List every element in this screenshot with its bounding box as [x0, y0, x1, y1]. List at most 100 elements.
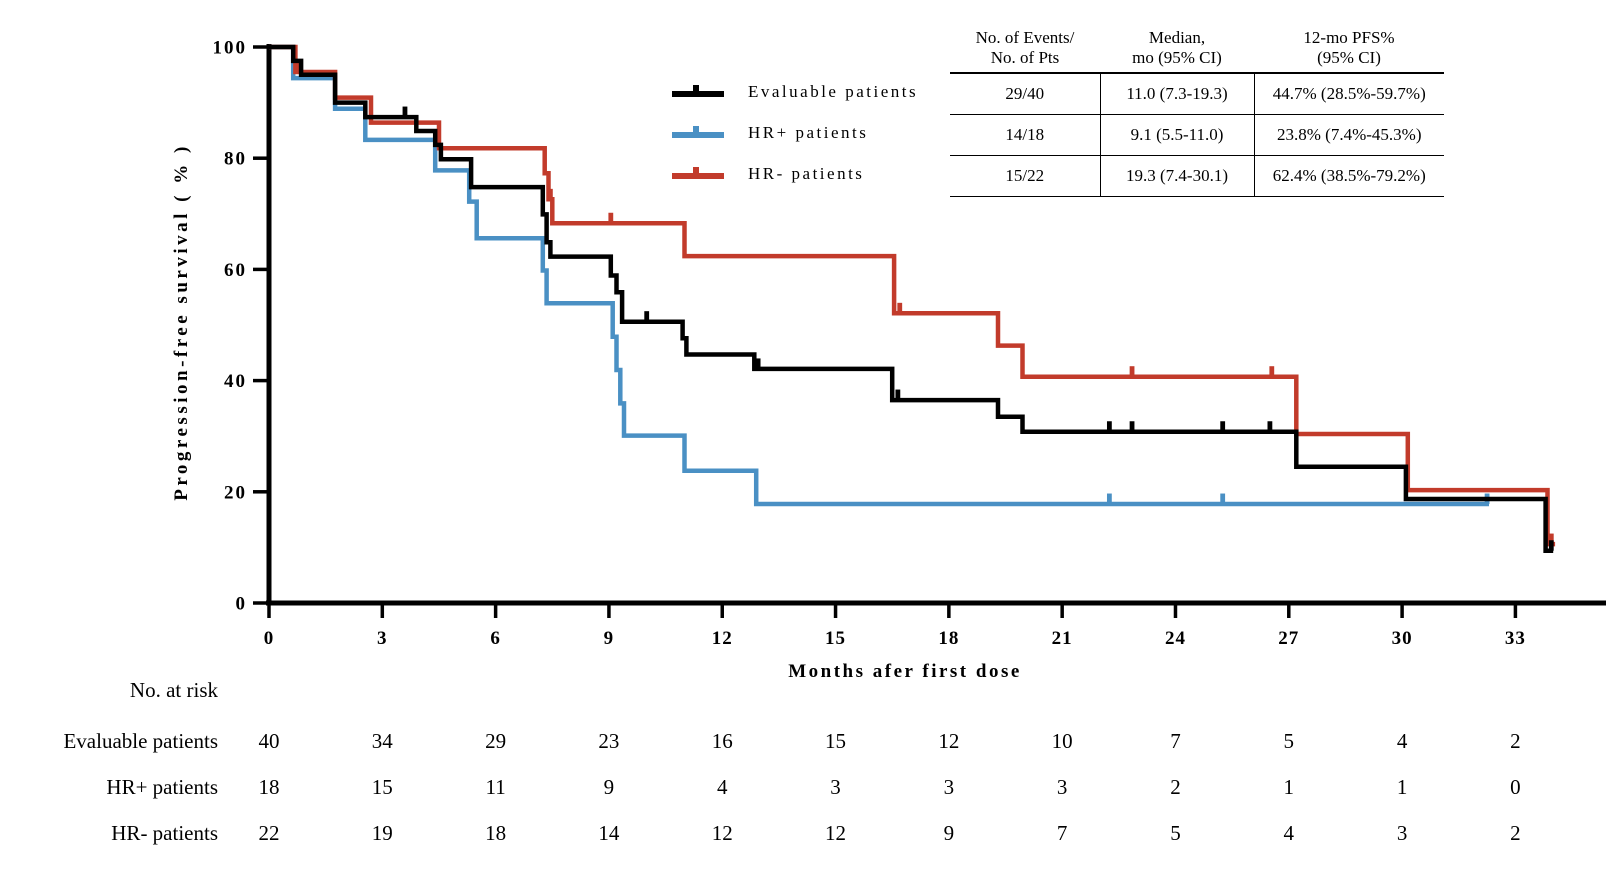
stats-hr-minus-median: 19.3 (7.4-30.1) [1099, 155, 1254, 197]
censor-tick-evaluable-patients [1106, 421, 1112, 432]
legend-item-hr-minus: HR- patients [672, 153, 918, 194]
stats-header-row: No. of Events/ No. of Pts Median, mo (95… [950, 24, 1444, 74]
legend-item-hr-plus: HR+ patients [672, 112, 918, 153]
risk-count-evaluable-patients-m21: 10 [1051, 729, 1073, 753]
risk-count-hr-patients-m18: 9 [943, 821, 955, 845]
stats-header-events-line2: No. of Pts [990, 48, 1060, 67]
x-tick-label-27: 27 [1278, 628, 1299, 649]
risk-table-title: No. at risk [129, 678, 218, 702]
risk-count-evaluable-patients-m18: 12 [938, 729, 960, 753]
risk-count-hr-patients-m24: 2 [1170, 775, 1181, 799]
risk-count-hr-patients-m3: 19 [371, 821, 393, 845]
km-curve-evaluable-patients [269, 44, 1554, 553]
risk-count-hr-patients-m27: 1 [1283, 775, 1295, 799]
stats-row-evaluable: 29/40 11.0 (7.3-19.3) 44.7% (28.5%-59.7%… [950, 73, 1444, 115]
censor-tick-evaluable-patients [1129, 421, 1135, 432]
risk-count-hr-patients-m0: 18 [258, 775, 280, 799]
stats-table: No. of Events/ No. of Pts Median, mo (95… [950, 24, 1444, 197]
risk-count-evaluable-patients-m30: 4 [1396, 729, 1408, 753]
stats-header-pfs-line2: (95% CI) [1317, 48, 1381, 67]
risk-count-hr-patients-m15: 3 [830, 775, 841, 799]
km-curve-hr-patients [269, 44, 1556, 547]
y-tick-label-20: 20 [224, 482, 247, 503]
risk-count-hr-patients-m12: 12 [711, 821, 733, 845]
stats-evaluable-pfs12: 44.7% (28.5%-59.7%) [1253, 73, 1444, 115]
x-tick-label-6: 6 [490, 628, 501, 649]
stats-header-events-line1: No. of Events/ [975, 28, 1075, 47]
legend: Evaluable patients HR+ patients HR- pati… [672, 71, 918, 194]
legend-label-hr-plus: HR+ patients [748, 122, 869, 142]
censor-tick-hr-patients [1548, 533, 1554, 545]
risk-count-evaluable-patients-m3: 34 [371, 729, 393, 753]
hr-plus-line-marker-icon [672, 125, 724, 138]
stats-header-median-line2: mo (95% CI) [1132, 48, 1222, 67]
censor-tick-evaluable-patients [895, 389, 901, 401]
x-tick-label-24: 24 [1165, 628, 1186, 649]
x-tick-label-3: 3 [377, 628, 388, 649]
risk-count-hr-patients-m33: 0 [1510, 775, 1521, 799]
risk-count-hr-patients-m6: 11 [485, 775, 506, 799]
censor-tick-evaluable-patients [402, 106, 408, 118]
legend-label-evaluable: Evaluable patients [748, 81, 919, 101]
x-tick-label-33: 33 [1505, 628, 1526, 649]
risk-count-hr-patients-m9: 14 [598, 821, 620, 845]
stats-row-hr-plus: 14/18 9.1 (5.5-11.0) 23.8% (7.4%-45.3%) [950, 114, 1444, 156]
stats-header-pfs-line1: 12-mo PFS% [1303, 28, 1395, 47]
hr-minus-line-marker-icon [672, 166, 724, 179]
x-tick-label-30: 30 [1392, 628, 1413, 649]
stats-hr-plus-events: 14/18 [950, 114, 1100, 156]
risk-count-evaluable-patients-m15: 15 [825, 729, 847, 753]
evaluable-line-marker-icon [672, 84, 724, 97]
risk-count-evaluable-patients-m0: 40 [258, 729, 280, 753]
risk-count-hr-patients-m21: 7 [1056, 821, 1068, 845]
risk-count-hr-patients-m30: 1 [1396, 775, 1408, 799]
risk-count-evaluable-patients-m6: 29 [485, 729, 507, 753]
censor-tick-hr-patients [1269, 366, 1275, 377]
risk-count-evaluable-patients-m33: 2 [1510, 729, 1521, 753]
stats-hr-minus-events: 15/22 [950, 155, 1100, 197]
risk-count-hr-patients-m12: 4 [716, 775, 728, 799]
km-plot: 0 20 40 60 80 100 0 3 6 9 12 15 18 21 24 27 30 33 [213, 38, 1606, 649]
x-tick-label-18: 18 [938, 628, 959, 649]
stats-hr-plus-pfs12: 23.8% (7.4%-45.3%) [1253, 114, 1444, 156]
risk-row-label-evaluable: Evaluable patients [63, 729, 218, 753]
censor-tick-hr-patients [897, 302, 903, 314]
censor-tick-hr-patients [1106, 493, 1112, 505]
censor-tick-evaluable-patients [755, 358, 761, 369]
y-tick-label-40: 40 [224, 371, 247, 392]
risk-count-hr-patients-m33: 2 [1510, 821, 1521, 845]
risk-count-hr-patients-m18: 3 [943, 775, 955, 799]
risk-row-label-hr-minus: HR- patients [111, 821, 218, 845]
censor-tick-evaluable-patients [644, 311, 650, 322]
censor-tick-evaluable-patients [1220, 421, 1226, 432]
censor-tick-hr-patients [608, 212, 614, 224]
risk-count-hr-patients-m6: 18 [485, 821, 507, 845]
stats-hr-minus-pfs12: 62.4% (38.5%-79.2%) [1253, 155, 1444, 197]
stats-header-median-line1: Median, [1148, 28, 1206, 47]
risk-count-hr-patients-m30: 3 [1396, 821, 1408, 845]
y-tick-label-80: 80 [224, 149, 247, 170]
risk-count-evaluable-patients-m27: 5 [1283, 729, 1295, 753]
risk-count-hr-patients-m9: 9 [603, 775, 615, 799]
x-axis-title: Months afer first dose [788, 661, 1022, 682]
x-tick-label-21: 21 [1052, 628, 1073, 649]
legend-item-evaluable: Evaluable patients [672, 71, 918, 112]
x-tick-label-15: 15 [825, 628, 846, 649]
stats-header-pfs: 12-mo PFS% (95% CI) [1254, 24, 1444, 74]
risk-count-evaluable-patients-m12: 16 [711, 729, 733, 753]
y-tick-label-100: 100 [213, 38, 248, 59]
risk-count-hr-patients-m15: 12 [825, 821, 847, 845]
stats-hr-plus-median: 9.1 (5.5-11.0) [1099, 114, 1254, 156]
stats-evaluable-median: 11.0 (7.3-19.3) [1099, 73, 1254, 115]
risk-count-hr-patients-m24: 5 [1170, 821, 1181, 845]
y-tick-label-0: 0 [236, 594, 248, 615]
stats-header-events: No. of Events/ No. of Pts [950, 24, 1100, 74]
risk-count-hr-patients-m21: 3 [1056, 775, 1068, 799]
censor-tick-hr-patients [1220, 493, 1226, 505]
stats-row-hr-minus: 15/22 19.3 (7.4-30.1) 62.4% (38.5%-79.2%… [950, 155, 1444, 197]
risk-count-evaluable-patients-m24: 7 [1170, 729, 1181, 753]
censor-tick-evaluable-patients [1267, 421, 1273, 432]
km-curve-hr-patients [269, 44, 1489, 507]
risk-count-evaluable-patients-m9: 23 [598, 729, 620, 753]
x-tick-label-12: 12 [712, 628, 733, 649]
